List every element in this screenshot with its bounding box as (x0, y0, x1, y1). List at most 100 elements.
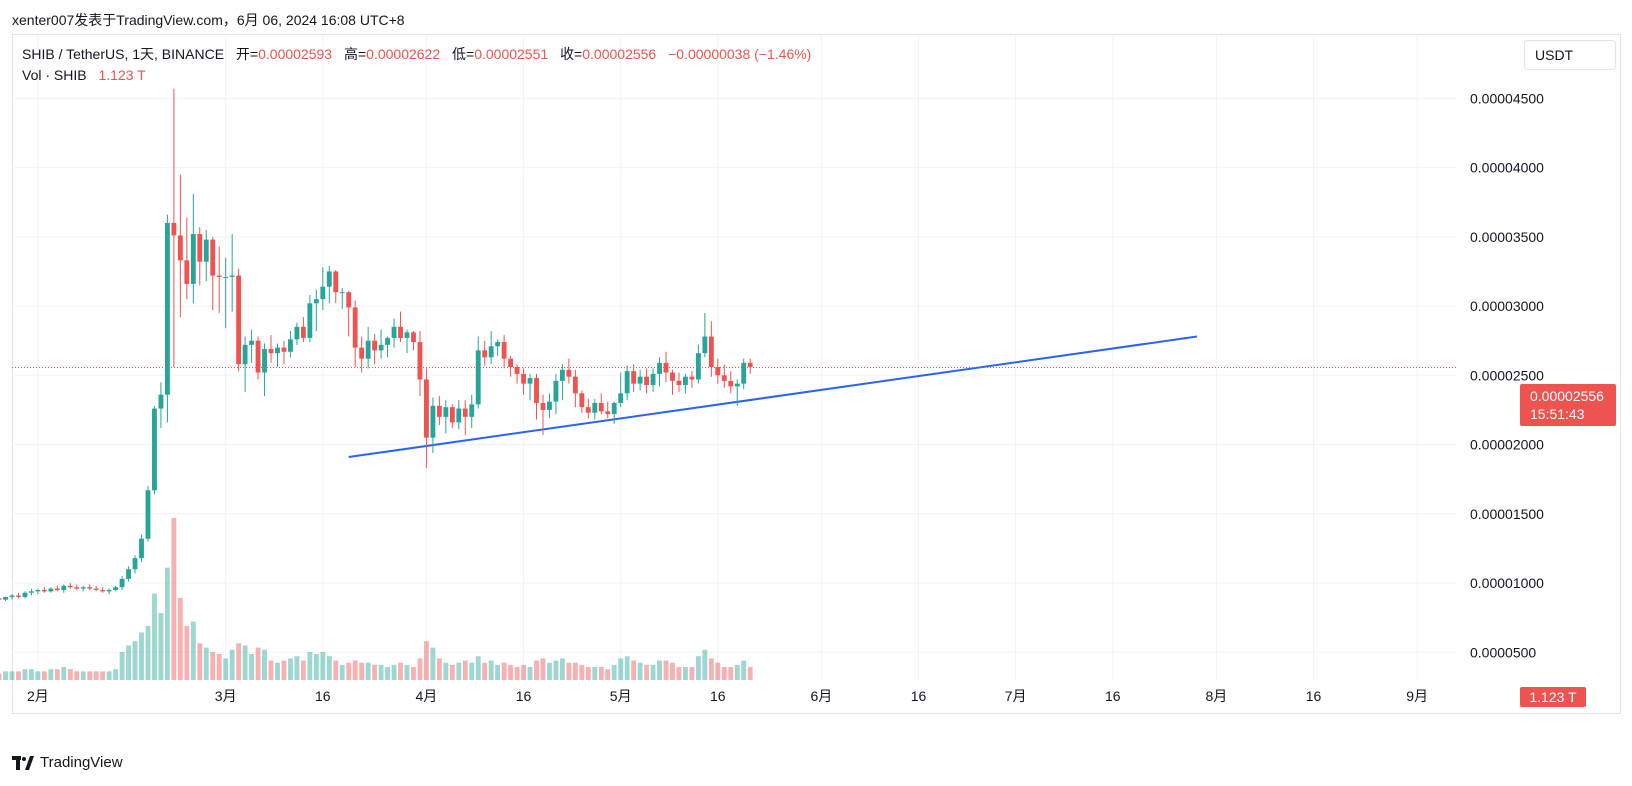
currency-button[interactable]: USDT (1524, 40, 1616, 70)
volume-bar (164, 567, 170, 680)
candle-body (598, 403, 604, 412)
candle-body (391, 326, 397, 338)
volume-bar (300, 660, 306, 680)
volume-bar (313, 654, 319, 680)
volume-bar (482, 662, 488, 680)
time-tick-label: 16 (1306, 688, 1322, 704)
candle-body (262, 348, 267, 373)
candle-body (126, 569, 131, 579)
volume-bar (288, 658, 293, 680)
candle-body (190, 234, 196, 284)
candle-body (333, 271, 339, 293)
time-axis: 2月 3月 16 4月 16 5月 16 6月 16 7月 16 8月 16 9月 (27, 688, 1428, 704)
volume-bar (488, 660, 494, 680)
volume-bar (695, 656, 701, 680)
candle-body (139, 538, 144, 559)
volume-bar (190, 621, 196, 680)
volume-label[interactable]: Vol · SHIB (22, 67, 87, 83)
volume-bar (443, 662, 449, 680)
candle-body (41, 589, 47, 592)
candle-body (695, 353, 701, 380)
volume-bar (113, 669, 119, 680)
trendline-layer (348, 335, 1198, 459)
volume-bar (423, 641, 429, 680)
candle-body (378, 344, 384, 351)
candle-body (644, 376, 650, 386)
volume-bar (683, 667, 688, 680)
volume-bar (106, 671, 112, 680)
volume-bar (747, 667, 753, 680)
low-label: 低= (452, 46, 475, 62)
volume-bar (184, 626, 190, 680)
candle-body (87, 587, 93, 589)
candle-body (527, 378, 533, 384)
volume-bar (559, 658, 565, 680)
chart-frame[interactable] (12, 34, 1621, 714)
volume-row: Vol · SHIB 1.123 T (22, 65, 811, 86)
grid-lines (12, 36, 1456, 680)
candle-body (572, 376, 578, 394)
volume-value: 1.123 T (98, 67, 146, 83)
candle-body (469, 404, 475, 417)
candle-body (488, 346, 494, 358)
volume-bar (385, 667, 390, 680)
volume-bar (132, 641, 138, 680)
volume-bar (22, 669, 28, 680)
candle-body (359, 347, 365, 359)
volume-bar (553, 660, 559, 680)
volume-bar (372, 664, 378, 680)
candle-body (339, 292, 345, 294)
volume-bar (611, 664, 617, 680)
close-label: 收= (560, 46, 583, 62)
volume-bar (87, 671, 93, 680)
open-label: 开= (235, 46, 259, 62)
candle-body (320, 286, 326, 300)
volume-bar (508, 664, 514, 680)
volume-bar (708, 658, 714, 680)
volume-bar (411, 667, 416, 680)
volume-bar (281, 660, 287, 680)
volume-bar (378, 664, 384, 680)
time-tick-label: 4月 (416, 688, 438, 704)
candle-body (300, 326, 306, 338)
candle-body (93, 588, 99, 590)
volume-bar (255, 647, 261, 680)
volume-bar (119, 651, 125, 680)
tradingview-logo-icon (12, 755, 34, 770)
time-tick-label: 16 (911, 688, 927, 704)
candle-body (313, 299, 319, 304)
volume-bar (346, 662, 352, 680)
volume-bar (80, 671, 86, 680)
volume-bar (333, 660, 339, 680)
candle-body (275, 347, 280, 354)
candle-body (495, 342, 501, 347)
volume-bar (605, 669, 611, 680)
candle-body (229, 275, 235, 277)
candle-body (689, 376, 695, 380)
volume-bar (501, 662, 507, 680)
candle-body (223, 276, 229, 278)
price-axis: 0.00004500 0.00004000 0.00003500 0.00003000… (1470, 90, 1544, 660)
candle-body (9, 595, 15, 597)
footer-brand[interactable]: TradingView (12, 754, 123, 771)
volume-bar (734, 664, 740, 680)
volume-bar (307, 651, 313, 680)
candle-body (54, 588, 60, 590)
time-tick-label: 16 (710, 688, 726, 704)
time-tick-label: 16 (315, 688, 331, 704)
volume-bar (177, 597, 183, 680)
volume-bar (579, 664, 585, 680)
candle-body (177, 235, 183, 261)
high-value: 0.00002622 (366, 46, 441, 62)
volume-bar (41, 671, 47, 680)
volume-bar (48, 669, 54, 680)
volume-bar (572, 662, 578, 680)
candle-body (28, 591, 34, 593)
volume-bar (663, 660, 669, 680)
volume-bar (126, 645, 131, 680)
low-value: 0.00002551 (474, 46, 549, 62)
candle-body (3, 596, 8, 600)
symbol-title[interactable]: SHIB / TetherUS, 1天, BINANCE (22, 46, 225, 62)
price-tick-label: 0.00003500 (1470, 229, 1544, 245)
